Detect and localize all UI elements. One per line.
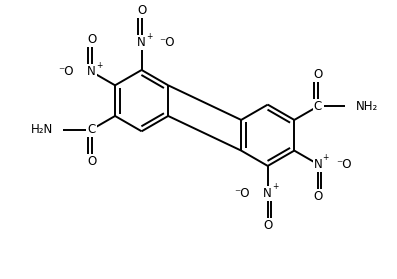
Text: H₂N: H₂N xyxy=(31,123,54,136)
Text: NH₂: NH₂ xyxy=(356,100,378,113)
Text: ⁻O: ⁻O xyxy=(234,187,250,200)
Text: ⁻O: ⁻O xyxy=(58,65,73,78)
Text: O: O xyxy=(137,4,146,17)
Text: N: N xyxy=(137,36,146,49)
Text: N: N xyxy=(263,187,272,200)
Text: +: + xyxy=(96,61,102,70)
Text: C: C xyxy=(314,100,322,113)
Text: O: O xyxy=(87,33,96,46)
Text: +: + xyxy=(323,153,329,162)
Text: O: O xyxy=(87,155,96,168)
Text: N: N xyxy=(314,158,322,171)
Text: ⁻O: ⁻O xyxy=(160,36,175,49)
Text: O: O xyxy=(313,190,322,203)
Text: N: N xyxy=(87,65,96,78)
Text: C: C xyxy=(87,123,96,136)
Text: O: O xyxy=(263,219,272,232)
Text: +: + xyxy=(272,182,279,191)
Text: +: + xyxy=(146,32,153,41)
Text: O: O xyxy=(313,68,322,81)
Text: ⁻O: ⁻O xyxy=(336,158,351,171)
